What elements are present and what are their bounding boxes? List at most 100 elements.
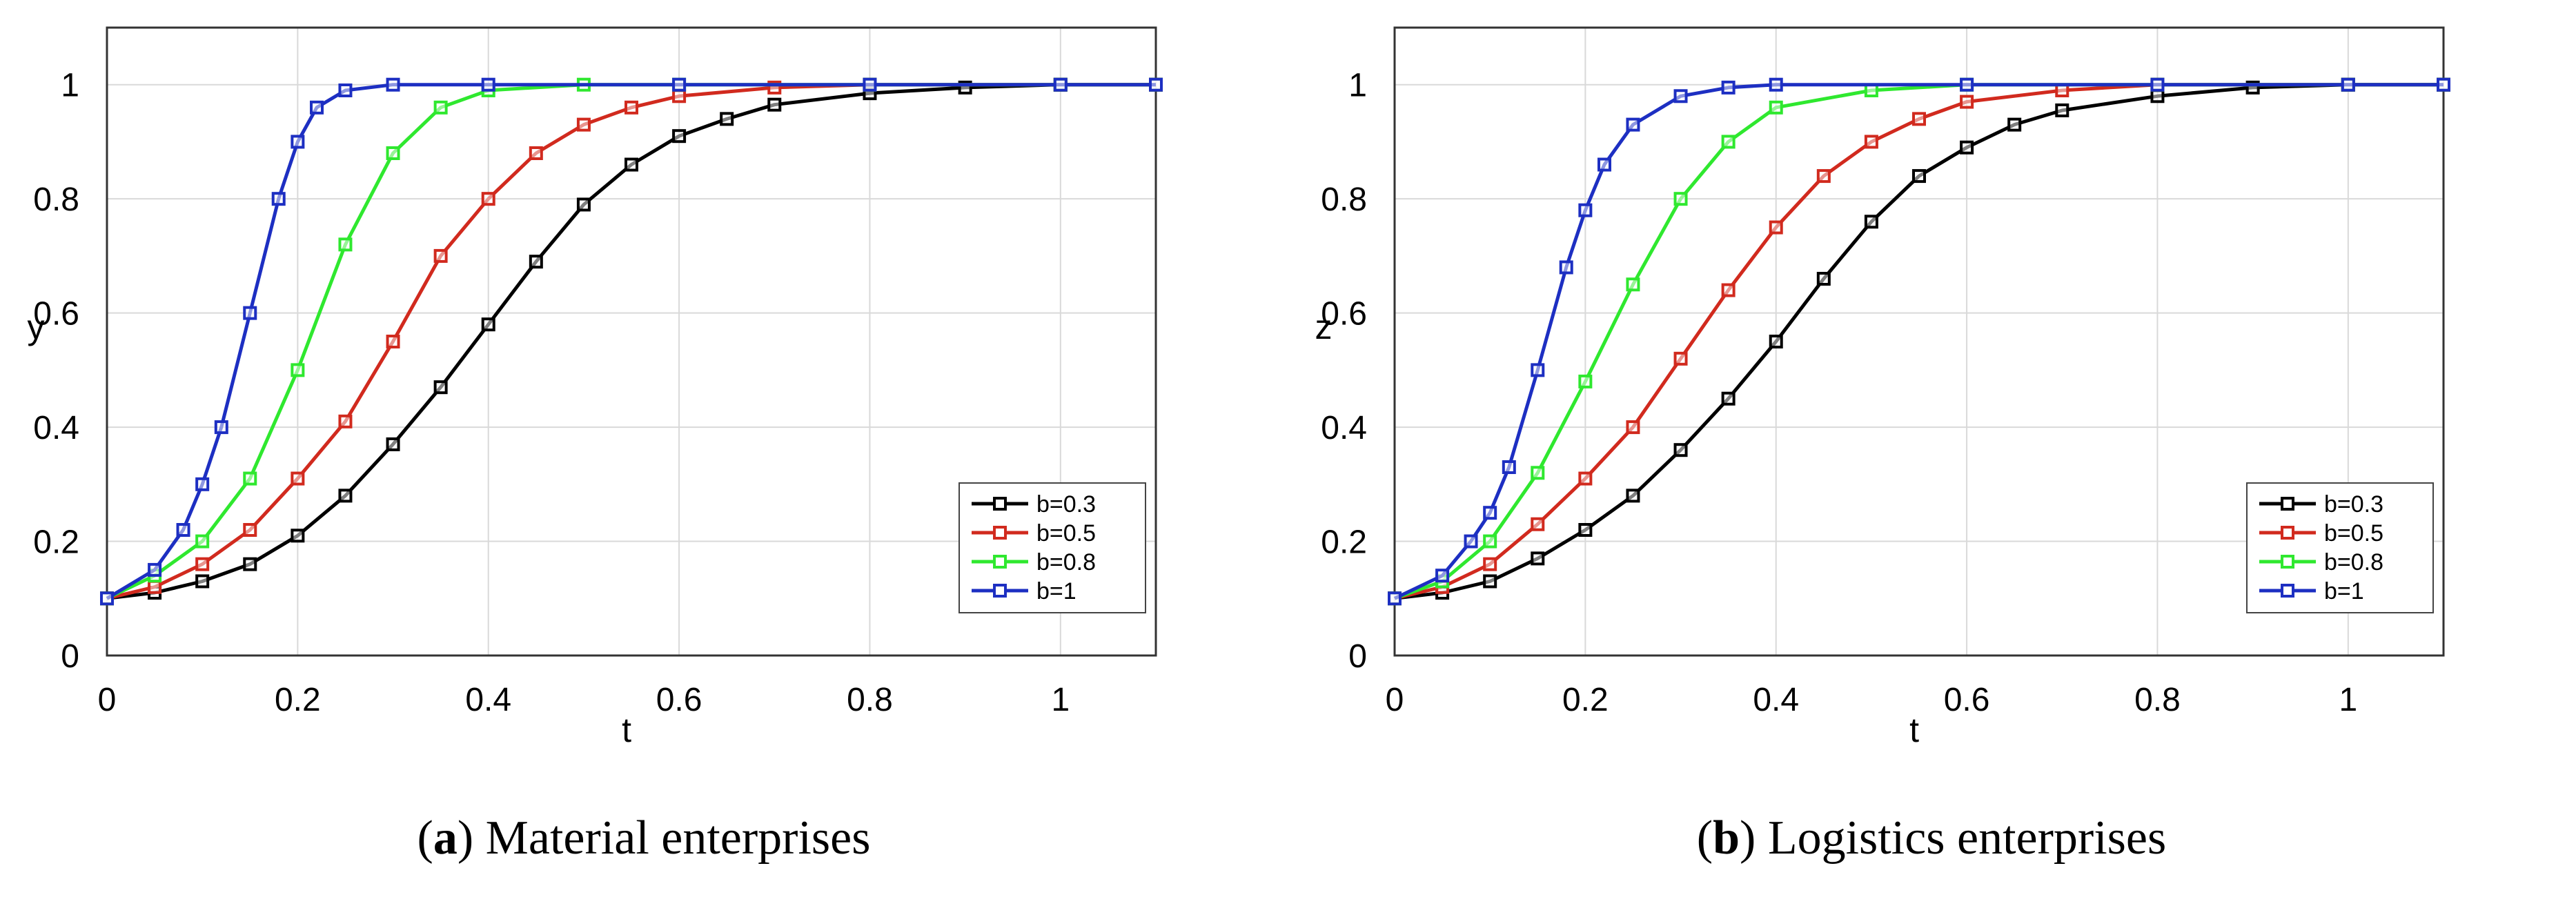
legend-label: b=1 — [2324, 578, 2364, 604]
data-point — [1721, 80, 1736, 95]
legend-item: b=0.5 — [2259, 520, 2383, 546]
y-tick-label: 0.8 — [33, 181, 79, 218]
data-point — [1531, 466, 1545, 480]
data-point — [767, 97, 782, 112]
data-point — [1864, 215, 1878, 229]
data-point — [1960, 140, 1974, 155]
data-point — [214, 420, 228, 435]
legend-item: b=1 — [972, 578, 1076, 604]
data-point — [1531, 363, 1545, 377]
data-point — [148, 580, 162, 594]
data-point — [338, 237, 353, 252]
legend-marker — [2281, 497, 2294, 511]
legend-marker — [993, 526, 1007, 540]
x-tick-label: 0.6 — [656, 682, 702, 718]
x-tick-label: 0.4 — [465, 682, 511, 718]
data-point — [672, 77, 687, 92]
data-point — [1149, 77, 1163, 92]
y-tick-label: 1 — [61, 68, 79, 104]
data-point — [1559, 260, 1573, 275]
data-point — [433, 100, 448, 115]
legend-marker — [2281, 526, 2294, 540]
data-point — [1960, 77, 1974, 92]
data-point — [529, 255, 543, 269]
data-point — [1578, 471, 1593, 486]
legend-item: b=0.8 — [2259, 549, 2383, 575]
x-tick-label: 0.6 — [1944, 682, 1990, 718]
y-tick-label: 0.8 — [1321, 181, 1367, 218]
data-point — [1578, 203, 1593, 217]
series-b=0.3 — [1388, 77, 2450, 606]
data-point — [291, 529, 305, 543]
data-point — [1578, 374, 1593, 388]
y-axis-label: y — [28, 308, 45, 346]
data-point — [1673, 443, 1688, 457]
panel-b: 0 0.2 0.4 0.6 0.8 1 0 0.2 0.4 0.6 0.8 1 t z b=0.3 b=0.5… — [1288, 0, 2575, 897]
data-point — [1769, 220, 1783, 235]
x-tick-label: 0 — [98, 682, 117, 718]
chart-b: 0 0.2 0.4 0.6 0.8 1 0 0.2 0.4 0.6 0.8 1 t z b=0.3b=0.5… — [1315, 26, 2450, 749]
caption-b: (b) Logistics enterprises — [1696, 811, 2167, 865]
data-point — [100, 591, 114, 606]
data-point — [1864, 83, 1878, 97]
data-point — [386, 437, 400, 451]
x-tick-label: 0.4 — [1753, 682, 1799, 718]
data-point — [1531, 517, 1545, 531]
data-point — [1721, 283, 1736, 297]
data-point — [195, 557, 210, 571]
data-point — [529, 146, 543, 160]
data-point — [1626, 117, 1640, 132]
data-point — [672, 129, 687, 144]
series-b=1 — [1388, 77, 2450, 606]
legend-marker — [993, 584, 1007, 598]
legend-label: b=0.5 — [2324, 520, 2383, 546]
data-point — [1388, 591, 1402, 606]
data-point — [576, 197, 591, 212]
y-tick-label: 0.6 — [33, 296, 79, 333]
x-tick-label: 0.2 — [275, 682, 321, 718]
data-point — [672, 89, 687, 103]
data-point — [625, 100, 638, 115]
data-point — [291, 471, 305, 486]
legend-marker — [2281, 584, 2294, 598]
data-point — [243, 471, 257, 486]
y-tick-label: 0.4 — [33, 410, 79, 446]
data-point — [1816, 169, 1831, 184]
legend-marker — [2281, 555, 2294, 569]
legend-label: b=0.3 — [2324, 491, 2383, 518]
data-point — [1673, 89, 1688, 103]
x-tick-label: 0.2 — [1562, 682, 1609, 718]
data-point — [1597, 157, 1611, 172]
data-point — [271, 192, 286, 206]
series-line — [106, 83, 1156, 600]
y-tick-label: 0.6 — [1321, 296, 1367, 333]
y-tick-label: 0.4 — [1321, 410, 1367, 446]
x-tick-label: 0.8 — [2134, 682, 2181, 718]
x-tick-label: 1 — [1051, 682, 1070, 718]
axes-frame — [106, 26, 1157, 657]
legend-label: b=0.8 — [2324, 549, 2383, 575]
data-point — [1435, 569, 1450, 583]
data-point — [1912, 169, 1926, 184]
data-point — [2055, 83, 2069, 97]
caption-text: Material enterprises — [485, 811, 871, 865]
y-tick-label: 0 — [1348, 638, 1367, 675]
data-point — [243, 306, 257, 320]
axes-frame — [1393, 26, 2445, 657]
data-point — [2007, 117, 2022, 132]
legend-item: b=1 — [2259, 578, 2364, 604]
legend-label: b=0.8 — [1036, 549, 1096, 575]
legend-item: b=0.3 — [2259, 491, 2383, 518]
data-point — [291, 363, 305, 377]
legend-marker — [993, 497, 1007, 511]
legend-item: b=0.8 — [972, 549, 1096, 575]
data-point — [195, 477, 210, 491]
data-point — [243, 557, 257, 571]
x-axis-label: t — [1909, 711, 1919, 749]
data-point — [1483, 506, 1497, 520]
x-tick-label: 0 — [1386, 682, 1404, 718]
data-point — [1769, 100, 1783, 115]
data-point — [386, 146, 400, 160]
legend: b=0.3b=0.5 b=0.8 b=1 — [2246, 482, 2434, 613]
data-point — [148, 562, 162, 577]
